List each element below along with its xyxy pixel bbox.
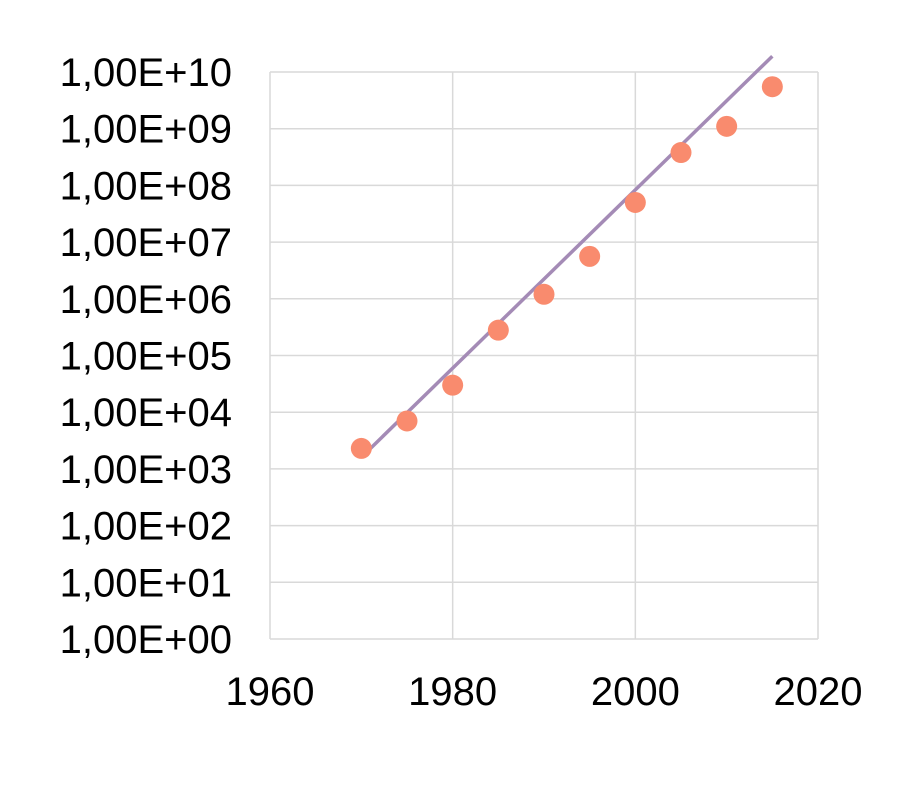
data-point bbox=[670, 142, 692, 164]
data-point bbox=[624, 191, 646, 213]
y-tick-label: 1,00E+07 bbox=[60, 221, 232, 265]
data-point bbox=[396, 410, 418, 432]
x-tick-label: 1960 bbox=[226, 670, 315, 714]
y-tick-label: 1,00E+05 bbox=[60, 335, 232, 379]
x-axis-tick-labels: 1960 1980 2000 2020 bbox=[226, 670, 863, 714]
y-tick-label: 1,00E+03 bbox=[60, 448, 232, 492]
y-tick-label: 1,00E+09 bbox=[60, 108, 232, 152]
y-tick-label: 1,00E+10 bbox=[60, 51, 232, 95]
data-point bbox=[533, 283, 555, 305]
y-axis-tick-labels: 1,00E+00 1,00E+01 1,00E+02 1,00E+03 1,00E+04… bbox=[60, 51, 232, 662]
data-point bbox=[579, 245, 601, 267]
data-point bbox=[442, 374, 464, 396]
y-tick-label: 1,00E+01 bbox=[60, 561, 232, 605]
y-tick-label: 1,00E+04 bbox=[60, 391, 232, 435]
y-tick-label: 1,00E+06 bbox=[60, 278, 232, 322]
data-point bbox=[487, 319, 509, 341]
x-tick-label: 2020 bbox=[774, 670, 863, 714]
y-tick-label: 1,00E+00 bbox=[60, 618, 232, 662]
data-point bbox=[716, 115, 738, 137]
data-point bbox=[761, 76, 783, 98]
data-point bbox=[350, 437, 372, 459]
series-layer bbox=[350, 54, 783, 459]
y-tick-label: 1,00E+08 bbox=[60, 164, 232, 208]
x-tick-label: 2000 bbox=[591, 670, 680, 714]
x-tick-label: 1980 bbox=[408, 670, 497, 714]
trendline bbox=[360, 54, 774, 459]
y-tick-label: 1,00E+02 bbox=[60, 505, 232, 549]
